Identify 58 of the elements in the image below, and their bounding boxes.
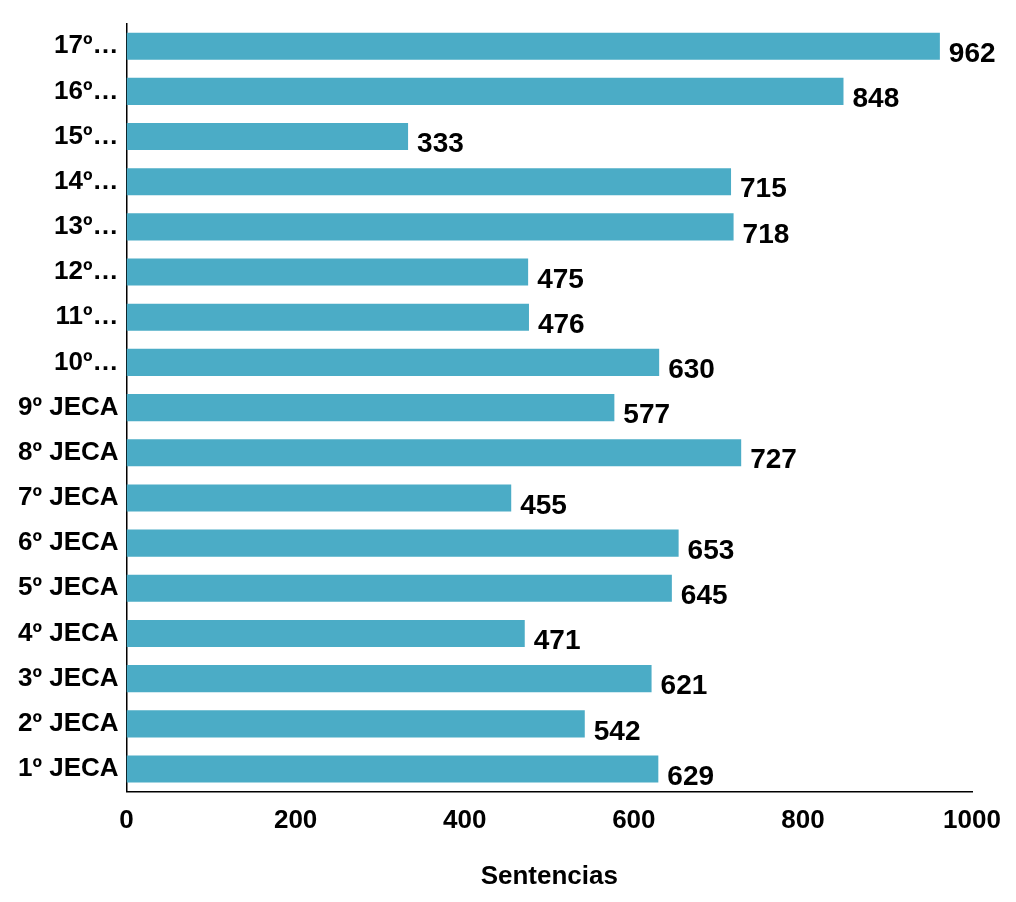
data-label: 630 xyxy=(668,353,715,385)
bar xyxy=(126,394,615,422)
x-tick-label: 0 xyxy=(119,804,134,835)
y-tick-label: 11º… xyxy=(55,300,119,331)
y-tick-label: 3º JECA xyxy=(17,661,119,692)
data-label: 333 xyxy=(417,127,464,159)
data-label: 727 xyxy=(750,443,797,475)
data-label: 455 xyxy=(520,488,567,520)
bar xyxy=(126,32,940,60)
y-tick-label: 9º JECA xyxy=(17,390,119,421)
x-axis-title: Sentencias xyxy=(480,859,618,890)
y-tick-label: 4º JECA xyxy=(17,616,119,647)
data-label: 962 xyxy=(948,36,996,68)
bar xyxy=(126,122,409,151)
bar xyxy=(126,303,529,331)
bar xyxy=(126,439,742,467)
data-label: 471 xyxy=(533,624,581,656)
y-tick-label: 10º… xyxy=(54,345,119,376)
y-tick-label: 12º… xyxy=(54,255,119,286)
bar xyxy=(126,574,672,602)
data-label: 645 xyxy=(680,579,728,611)
y-tick-label: 8º JECA xyxy=(17,435,119,466)
y-tick-label: 5º JECA xyxy=(17,571,119,602)
bar xyxy=(126,529,679,557)
x-tick-label: 1000 xyxy=(943,804,1001,835)
y-tick-label: 14º… xyxy=(54,164,119,195)
data-label: 848 xyxy=(852,82,900,114)
bar xyxy=(126,258,529,286)
data-label: 653 xyxy=(687,533,735,565)
y-tick-label: 7º JECA xyxy=(17,481,119,512)
data-label: 475 xyxy=(537,262,584,294)
bar xyxy=(126,619,525,648)
data-label: 476 xyxy=(537,307,585,339)
x-tick-label: 800 xyxy=(781,804,825,835)
bar xyxy=(126,484,512,512)
bar xyxy=(126,348,660,376)
bar xyxy=(126,665,652,693)
y-tick-label: 2º JECA xyxy=(17,707,119,738)
data-label: 718 xyxy=(742,217,790,249)
data-label: 577 xyxy=(623,398,671,430)
data-label: 621 xyxy=(660,669,708,701)
x-tick-label: 600 xyxy=(612,804,656,835)
y-tick-label: 6º JECA xyxy=(17,526,119,557)
bar xyxy=(126,710,585,738)
data-label: 715 xyxy=(740,172,787,204)
bar xyxy=(126,213,734,241)
bar xyxy=(126,77,844,105)
data-label: 542 xyxy=(593,714,641,746)
y-tick-label: 15º… xyxy=(54,119,119,150)
x-tick-label: 400 xyxy=(443,804,487,835)
bar xyxy=(126,168,732,196)
data-label: 629 xyxy=(667,759,715,791)
y-tick-label: 13º… xyxy=(54,210,119,241)
y-tick-label: 1º JECA xyxy=(17,752,119,783)
x-tick-label: 200 xyxy=(273,804,318,835)
y-tick-label: 16º… xyxy=(54,74,119,105)
y-tick-label: 17º… xyxy=(54,29,119,60)
bar xyxy=(126,755,659,783)
